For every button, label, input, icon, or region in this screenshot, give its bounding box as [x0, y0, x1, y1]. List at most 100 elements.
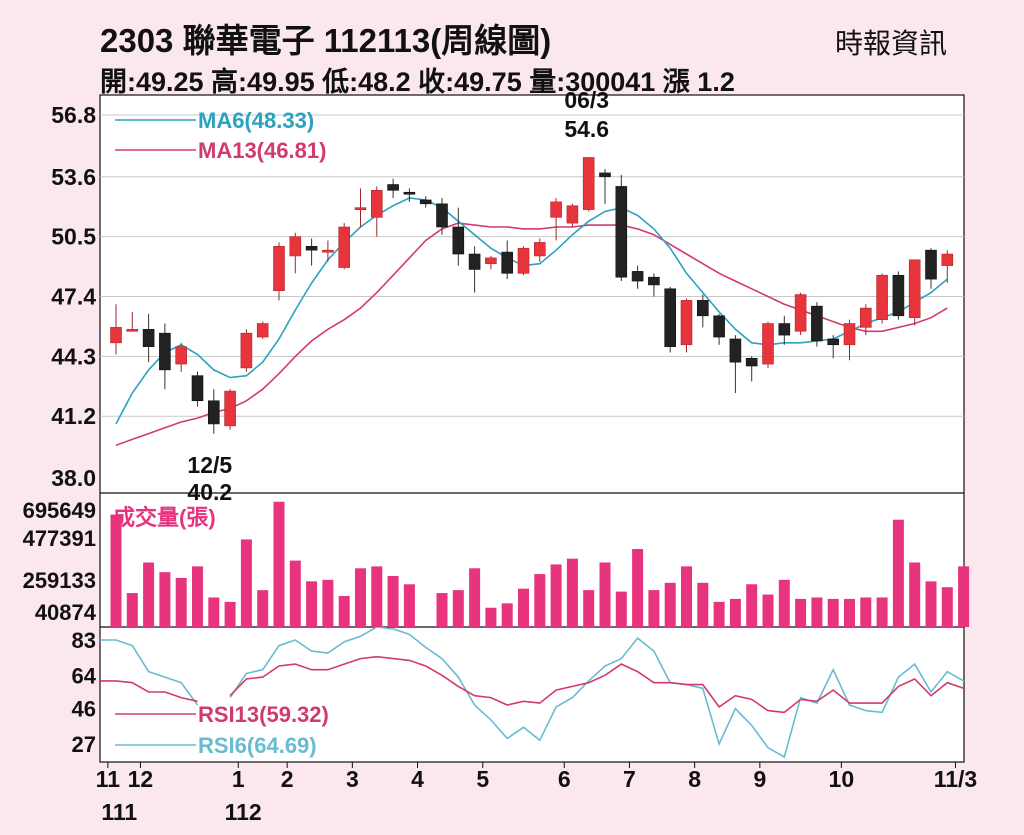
x-tick-label: 11/3 [934, 766, 978, 792]
volume-tick-label: 695649 [23, 498, 96, 523]
candle-body [533, 242, 546, 257]
candle-body [696, 300, 709, 317]
candle-body [191, 375, 204, 402]
candle-body [419, 199, 432, 205]
low-annotation-value: 40.2 [187, 479, 232, 505]
volume-bar [208, 597, 220, 627]
candle-body [729, 338, 742, 363]
volume-bar [958, 566, 970, 627]
volume-bar [599, 562, 611, 627]
volume-bar [550, 564, 562, 627]
x-year-label: 112 [225, 799, 262, 825]
candle-body [273, 245, 285, 292]
rsi6-line [100, 639, 199, 706]
volume-bar [452, 590, 464, 627]
volume-bar [143, 562, 155, 627]
candle-body [811, 305, 823, 342]
x-tick-label: 4 [411, 766, 424, 792]
candle-body [859, 307, 872, 328]
volume-bar [713, 601, 725, 627]
candle-body [338, 226, 351, 268]
volume-bar [664, 582, 676, 627]
ma6-line [115, 197, 948, 425]
candle-body [599, 172, 611, 178]
volume-bar [257, 590, 269, 627]
candle-body [582, 157, 595, 210]
x-tick-label: 9 [753, 766, 766, 792]
ohlc-summary: 開:49.25 高:49.95 低:48.2 收:49.75 量:300041 … [100, 67, 735, 97]
volume-tick-label: 477391 [23, 526, 96, 551]
candle-body [370, 190, 383, 218]
candle-body [925, 249, 937, 280]
volume-bar [469, 568, 481, 627]
volume-bar [860, 597, 872, 627]
price-tick-label: 44.3 [51, 343, 96, 369]
volume-bar [175, 577, 187, 627]
volume-bar [110, 514, 122, 627]
candle-body [908, 259, 921, 319]
volume-bar [126, 593, 138, 627]
low-annotation-date: 12/5 [187, 452, 232, 478]
x-tick-label: 5 [476, 766, 489, 792]
x-tick-label: 7 [623, 766, 636, 792]
candle-body [680, 300, 693, 346]
candle-body [159, 332, 171, 371]
volume-bar [192, 566, 203, 627]
candle-body [892, 274, 905, 317]
x-year-label: 111 [101, 799, 137, 825]
legend-label-ma13: MA13(46.81) [198, 138, 326, 163]
legend-label-rsi13: RSI13(59.32) [198, 702, 329, 727]
candle-body [550, 201, 562, 218]
volume-bar [681, 566, 692, 627]
candle-body [436, 203, 448, 228]
volume-bar [583, 590, 595, 627]
candle-body [208, 400, 220, 425]
x-tick-label: 12 [128, 766, 154, 792]
volume-bar [632, 549, 644, 627]
volume-bar [289, 560, 301, 627]
x-tick-label: 10 [829, 766, 855, 792]
candle-body [794, 294, 807, 332]
rsi-tick-label: 27 [72, 732, 96, 757]
x-tick-label: 6 [558, 766, 571, 792]
candle-body [615, 186, 628, 278]
rsi13-line [100, 680, 198, 703]
ma13-line [115, 222, 948, 446]
candle-body [126, 329, 139, 332]
candle-body [387, 184, 399, 191]
candle-body [501, 251, 514, 274]
candle-body [110, 327, 122, 344]
volume-bar [762, 594, 774, 627]
x-tick-label: 3 [346, 766, 359, 792]
volume-bar [534, 574, 546, 627]
volume-bar [273, 501, 285, 627]
volume-bar [501, 603, 513, 627]
chart-frame [99, 94, 965, 763]
candle-body [778, 323, 791, 336]
candle-body [762, 323, 774, 365]
rsi-tick-label: 46 [72, 697, 96, 722]
volume-tick-label: 40874 [35, 600, 97, 625]
candle-body [403, 191, 416, 195]
high-annotation-value: 54.6 [564, 116, 609, 142]
candle-body [322, 249, 334, 253]
high-annotation-date: 06/3 [564, 87, 609, 113]
volume-title: 成交量(張) [113, 505, 216, 530]
x-tick-label: 1 [232, 766, 245, 792]
candle-body [256, 323, 269, 338]
volume-bar [648, 590, 660, 627]
volume-bar [827, 598, 839, 627]
volume-bar [371, 566, 383, 627]
volume-bar [159, 572, 171, 627]
volume-bar [615, 591, 627, 627]
volume-bar [729, 598, 741, 627]
candle-body [289, 236, 302, 257]
candle-body [354, 207, 367, 210]
volume-bar [387, 575, 399, 627]
volume-bar [778, 579, 790, 627]
candle-body [843, 323, 856, 346]
candle-body [745, 357, 758, 367]
x-tick-label: 2 [281, 766, 294, 792]
volume-bar [697, 582, 709, 627]
